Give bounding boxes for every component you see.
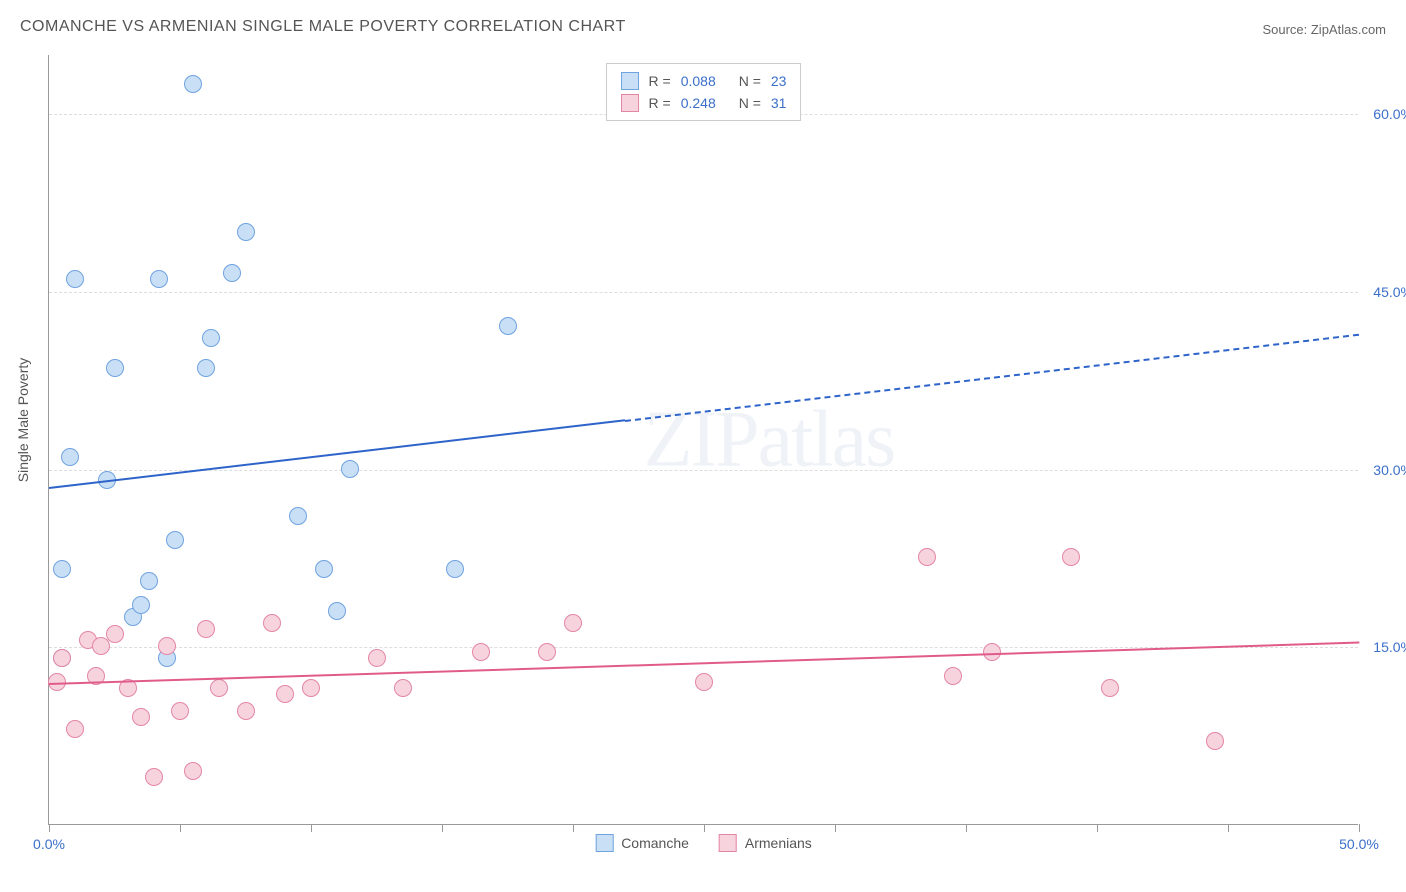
series-legend-item: Comanche [595,834,689,852]
scatter-point [472,643,490,661]
series-name: Armenians [745,835,812,851]
x-tick [1228,824,1229,832]
x-tick [49,824,50,832]
scatter-point [276,685,294,703]
y-tick-label: 45.0% [1373,284,1406,300]
x-tick [311,824,312,832]
series-legend-item: Armenians [719,834,812,852]
scatter-point [197,359,215,377]
legend-swatch [621,72,639,90]
x-tick [1097,824,1098,832]
scatter-point [695,673,713,691]
chart-title: COMANCHE VS ARMENIAN SINGLE MALE POVERTY… [20,18,626,36]
watermark: ZIPatlas [644,394,895,485]
scatter-point [289,507,307,525]
scatter-point [538,643,556,661]
scatter-point [197,620,215,638]
stats-legend-row: R = 0.248 N = 31 [621,92,787,114]
y-tick-label: 30.0% [1373,462,1406,478]
scatter-point [66,270,84,288]
scatter-point [171,702,189,720]
x-tick-label: 50.0% [1339,836,1379,852]
trend-line [49,420,626,490]
x-tick [573,824,574,832]
grid-line [49,470,1358,471]
scatter-point [140,572,158,590]
scatter-point [132,596,150,614]
scatter-point [394,679,412,697]
n-label: N = [739,73,761,89]
scatter-point [106,625,124,643]
scatter-point [564,614,582,632]
grid-line [49,292,1358,293]
x-tick [835,824,836,832]
plot-area: ZIPatlas R =0.088N =23R =0.248N =31 Coma… [48,55,1358,825]
x-tick [1359,824,1360,832]
n-value: 31 [771,95,787,111]
scatter-point [61,448,79,466]
scatter-point [202,329,220,347]
scatter-point [368,649,386,667]
scatter-point [53,649,71,667]
scatter-point [237,702,255,720]
scatter-point [184,762,202,780]
stats-legend: R = 0.088 N = 23 R = 0.248 N = 31 [606,63,802,121]
scatter-point [223,264,241,282]
x-tick [180,824,181,832]
scatter-point [446,560,464,578]
scatter-point [66,720,84,738]
y-axis-label: Single Male Poverty [15,358,31,483]
scatter-point [184,75,202,93]
source-label: Source: ZipAtlas.com [1262,22,1386,37]
series-name: Comanche [621,835,689,851]
scatter-point [315,560,333,578]
scatter-point [499,317,517,335]
scatter-point [341,460,359,478]
legend-swatch [595,834,613,852]
series-legend: Comanche Armenians [595,834,812,852]
scatter-point [53,560,71,578]
x-tick [704,824,705,832]
r-label: R = [649,73,671,89]
scatter-point [1101,679,1119,697]
scatter-point [166,531,184,549]
scatter-point [1062,548,1080,566]
r-value: 0.248 [681,95,729,111]
scatter-point [263,614,281,632]
scatter-point [1206,732,1224,750]
y-tick-label: 60.0% [1373,106,1406,122]
scatter-point [944,667,962,685]
scatter-point [158,637,176,655]
stats-legend-row: R = 0.088 N = 23 [621,70,787,92]
r-label: R = [649,95,671,111]
scatter-point [106,359,124,377]
x-tick [966,824,967,832]
trend-line [625,333,1359,421]
x-tick [442,824,443,832]
r-value: 0.088 [681,73,729,89]
scatter-point [302,679,320,697]
scatter-point [328,602,346,620]
legend-swatch [621,94,639,112]
scatter-point [132,708,150,726]
scatter-point [150,270,168,288]
scatter-point [145,768,163,786]
x-tick-label: 0.0% [33,836,65,852]
n-label: N = [739,95,761,111]
scatter-point [237,223,255,241]
scatter-point [918,548,936,566]
scatter-point [210,679,228,697]
y-tick-label: 15.0% [1373,639,1406,655]
legend-swatch [719,834,737,852]
n-value: 23 [771,73,787,89]
